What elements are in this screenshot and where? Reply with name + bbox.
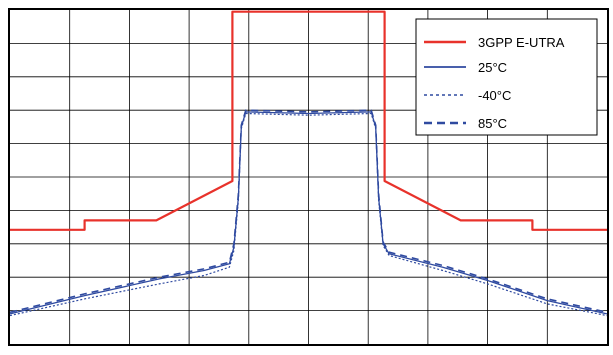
series-line-2 <box>9 112 608 317</box>
legend-box <box>415 18 598 136</box>
legend-label-3gpp: 3GPP E-UTRA <box>478 35 565 50</box>
series-line-1 <box>9 111 608 315</box>
series-line-0 <box>10 10 607 231</box>
legend-label-minus40c: -40°C <box>478 88 511 103</box>
legend-label-25c: 25°C <box>478 60 507 75</box>
series-layer <box>9 10 608 317</box>
series-line-3 <box>9 109 608 314</box>
legend: 3GPP E-UTRA 25°C -40°C 85°C <box>415 18 598 136</box>
legend-label-85c: 85°C <box>478 116 507 131</box>
